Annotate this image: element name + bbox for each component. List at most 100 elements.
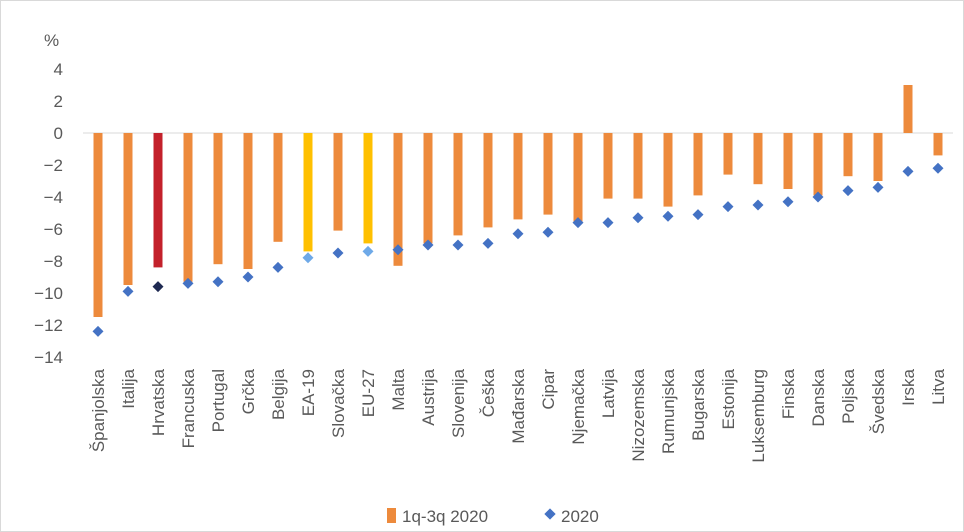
bar-Italija xyxy=(123,133,133,285)
legend-swatch-marker xyxy=(544,508,556,520)
category-label: EA-19 xyxy=(299,369,318,416)
legend-label-marker: 2020 xyxy=(561,507,599,526)
bar-Latvija xyxy=(603,133,613,199)
marker-Finska xyxy=(782,196,794,208)
category-label: Danska xyxy=(809,368,828,426)
marker-EU-27 xyxy=(362,245,374,257)
marker-Latvija xyxy=(602,217,614,229)
bar-Češka xyxy=(483,133,493,228)
category-label: Bugarska xyxy=(689,368,708,440)
category-label: Litva xyxy=(929,368,948,404)
marker-Italija xyxy=(122,285,134,297)
y-tick-label: −2 xyxy=(44,156,63,175)
y-axis-unit-label: % xyxy=(44,31,59,50)
category-label: Irska xyxy=(899,368,918,405)
category-label: Nizozemska xyxy=(629,368,648,461)
marker-Češka xyxy=(482,237,494,249)
y-tick-label: 2 xyxy=(54,92,63,111)
category-labels: Španjolska Italija Hrvatska Francuska Portug… xyxy=(89,368,948,462)
marker-Portugal xyxy=(212,276,224,288)
y-tick-label: −6 xyxy=(44,220,63,239)
category-label: Belgija xyxy=(269,368,288,420)
marker-Slovačka xyxy=(332,247,344,259)
bar-Austrija xyxy=(423,133,433,244)
category-label: Češka xyxy=(479,368,498,417)
bar-Rumunjska xyxy=(663,133,673,207)
category-label: Luksemburg xyxy=(749,369,768,463)
bar-Finska xyxy=(783,133,793,189)
marker-Bugarska xyxy=(692,209,704,221)
category-label: Italija xyxy=(119,368,138,408)
bar-EU-27 xyxy=(363,133,373,244)
marker-Belgija xyxy=(272,261,284,273)
y-tick-label: −8 xyxy=(44,252,63,271)
bar-Grčka xyxy=(243,133,253,269)
bar-Estonija xyxy=(723,133,733,175)
category-label: Grčka xyxy=(239,368,258,414)
legend-label-bar: 1q-3q 2020 xyxy=(402,507,488,526)
category-label: Rumunjska xyxy=(659,368,678,454)
category-label: Španjolska xyxy=(89,368,108,452)
category-label: Poljska xyxy=(839,368,858,423)
bar-Luksemburg xyxy=(753,133,763,185)
category-label: Hrvatska xyxy=(149,368,168,436)
bar-Španjolska xyxy=(93,133,103,317)
bar-Nizozemska xyxy=(633,133,643,199)
bar-Švedska xyxy=(873,133,883,181)
y-tick-label: −4 xyxy=(44,188,63,207)
category-label: Estonija xyxy=(719,368,738,429)
bar-Njemačka xyxy=(573,133,583,223)
bar-EA-19 xyxy=(303,133,313,252)
category-label: Austrija xyxy=(419,368,438,425)
y-tick-label: −14 xyxy=(34,348,63,367)
marker-Malta xyxy=(392,244,404,256)
marker-Cipar xyxy=(542,226,554,238)
bar-Slovenija xyxy=(453,133,463,236)
marker-Španjolska xyxy=(92,325,104,337)
y-tick-label: 4 xyxy=(54,60,63,79)
marker-Nizozemska xyxy=(632,212,644,224)
marker-Njemačka xyxy=(572,217,584,229)
marker-Hrvatska xyxy=(152,281,164,293)
bar-Malta xyxy=(393,133,403,266)
marker-Estonija xyxy=(722,201,734,213)
marker-Luksemburg xyxy=(752,199,764,211)
marker-EA-19 xyxy=(302,252,314,264)
category-label: Mađarska xyxy=(509,368,528,443)
bar-series xyxy=(93,85,943,317)
marker-Grčka xyxy=(242,271,254,283)
marker-Poljska xyxy=(842,185,854,197)
category-label: Cipar xyxy=(539,369,558,410)
bar-Belgija xyxy=(273,133,283,242)
category-label: EU-27 xyxy=(359,369,378,417)
legend: 1q-3q 2020 2020 xyxy=(387,507,599,526)
bar-Portugal xyxy=(213,133,223,265)
marker-Rumunjska xyxy=(662,210,674,222)
marker-Danska xyxy=(812,191,824,203)
marker-Švedska xyxy=(872,181,884,193)
bar-Francuska xyxy=(183,133,193,282)
category-label: Slovenija xyxy=(449,368,468,438)
legend-swatch-bar xyxy=(387,508,396,523)
category-label: Malta xyxy=(389,368,408,410)
category-label: Latvija xyxy=(599,368,618,418)
bar-Slovačka xyxy=(333,133,343,231)
y-axis-ticks: 4 2 0 −2 −4 −6 −8 −10 −12 −14 xyxy=(34,60,63,367)
marker-Irska xyxy=(902,165,914,177)
marker-Litva xyxy=(932,162,944,174)
bar-Litva xyxy=(933,133,943,156)
marker-Mađarska xyxy=(512,228,524,240)
bar-Poljska xyxy=(843,133,853,177)
bar-Irska xyxy=(903,85,913,133)
category-label: Portugal xyxy=(209,369,228,432)
bar-Mađarska xyxy=(513,133,523,220)
marker-series xyxy=(92,162,944,337)
category-label: Slovačka xyxy=(329,368,348,438)
category-label: Francuska xyxy=(179,368,198,448)
bar-Bugarska xyxy=(693,133,703,196)
bar-Danska xyxy=(813,133,823,196)
bar-Hrvatska xyxy=(153,133,163,268)
marker-Slovenija xyxy=(452,239,464,251)
